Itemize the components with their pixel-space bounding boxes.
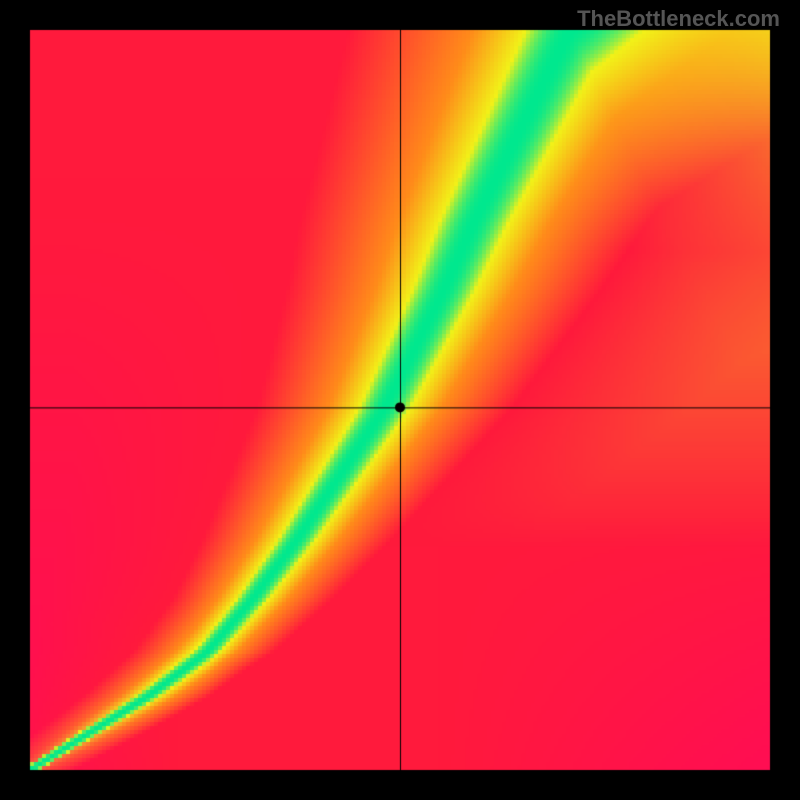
watermark-text: TheBottleneck.com bbox=[577, 6, 780, 32]
bottleneck-heatmap-canvas bbox=[0, 0, 800, 800]
